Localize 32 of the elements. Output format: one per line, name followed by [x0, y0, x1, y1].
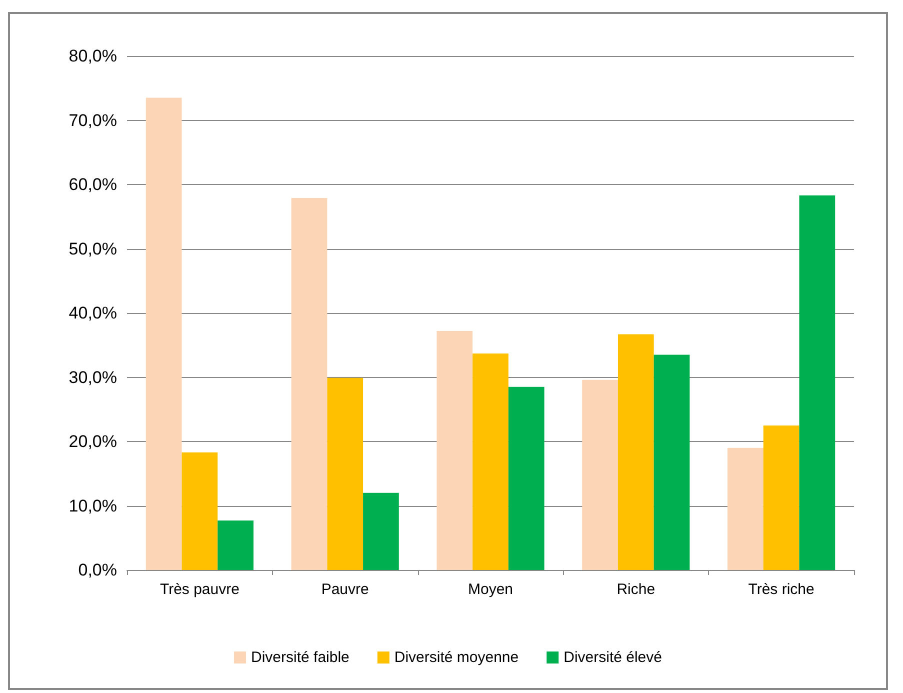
y-tick-label: 50,0%: [68, 239, 117, 258]
legend-label: Diversité moyenne: [394, 649, 519, 666]
y-tick-label: 20,0%: [68, 432, 117, 451]
x-tick-label: Très riche: [748, 581, 814, 598]
x-tick-label: Moyen: [468, 581, 514, 598]
bar: [508, 386, 544, 570]
y-tick-label: 70,0%: [68, 110, 117, 130]
bar: [218, 520, 254, 570]
bar: [436, 330, 473, 570]
x-tick-label: Pauvre: [321, 581, 369, 598]
bar: [799, 195, 836, 570]
x-tick-label: Très pauvre: [160, 581, 240, 598]
bar: [327, 378, 364, 570]
y-tick-label: 0,0%: [78, 560, 117, 580]
y-tick-label: 40,0%: [68, 304, 117, 322]
bar: [582, 380, 618, 570]
y-tick-label: 80,0%: [68, 46, 117, 66]
bar: [472, 353, 508, 570]
bar: [654, 354, 690, 570]
bar: [728, 448, 764, 570]
y-tick-label: 10,0%: [68, 496, 117, 516]
y-tick-label: 30,0%: [68, 368, 117, 387]
bar: [182, 452, 218, 570]
bar: [763, 425, 800, 570]
bar: [363, 492, 399, 570]
bar: [291, 198, 328, 570]
legend-label: Diversité faible: [251, 649, 350, 666]
y-tick-label: 60,0%: [68, 175, 117, 194]
bar: [146, 98, 182, 570]
legend-label: Diversité élevé: [564, 649, 662, 666]
x-tick-label: Riche: [616, 581, 656, 598]
bar: [618, 334, 654, 570]
